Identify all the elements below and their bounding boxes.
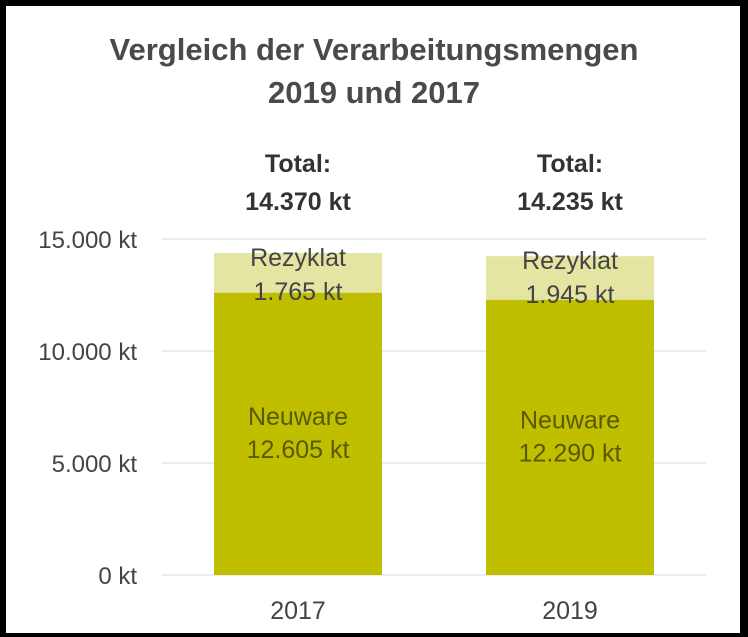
segment-value-label: 12.605 kt: [247, 436, 350, 464]
segment-name-label: Rezyklat: [250, 244, 346, 272]
bar-segment-rezyklat: [486, 256, 654, 300]
segment-name-label: Rezyklat: [522, 247, 618, 275]
x-category-label: 2019: [542, 597, 598, 625]
segment-name-label: Neuware: [248, 403, 348, 431]
chart-title-line: 2019 und 2017: [268, 75, 480, 110]
segment-value-label: 1.945 kt: [526, 281, 615, 309]
x-category-label: 2017: [270, 597, 326, 625]
bar-segment-neuware: [486, 299, 654, 575]
segment-value-label: 12.290 kt: [519, 439, 622, 467]
segment-value-label: 1.765 kt: [254, 278, 343, 306]
y-tick-label: 10.000 kt: [38, 339, 137, 366]
bar-segment-rezyklat: [214, 253, 382, 293]
chart-title-line: Vergleich der Verarbeitungsmengen: [110, 32, 639, 67]
total-value: 14.370 kt: [245, 188, 351, 216]
y-tick-label: 15.000 kt: [38, 227, 137, 254]
total-value: 14.235 kt: [517, 188, 623, 216]
bar-segment-neuware: [214, 292, 382, 575]
segment-name-label: Neuware: [520, 406, 620, 434]
total-label: Total:: [537, 150, 603, 178]
y-tick-label: 0 kt: [98, 563, 137, 590]
y-tick-label: 5.000 kt: [52, 451, 138, 478]
total-label: Total:: [265, 150, 331, 178]
